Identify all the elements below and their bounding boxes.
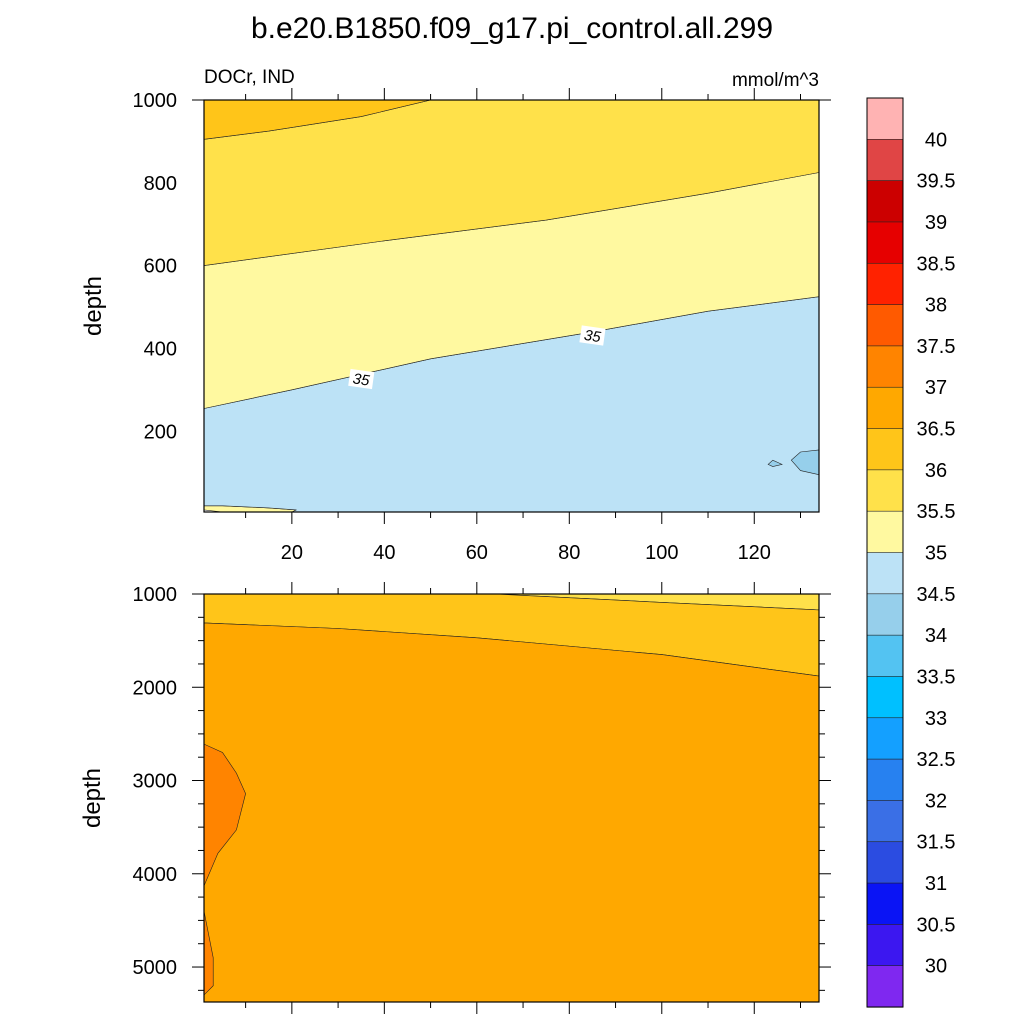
upper-y-tick-label-1: 400 [144,338,177,360]
colorbar-swatch-14 [866,676,904,719]
upper-y-tick-label-3: 800 [144,173,177,195]
upper-x-tick-label-1: 40 [373,542,395,564]
lower-y-tick-label-3: 4000 [133,864,178,886]
svg-text:35: 35 [352,370,372,389]
upper-contour-region-2 [790,449,819,476]
lower-y-axis-label: depth [79,768,106,828]
upper-x-tick-label-0: 20 [281,542,303,564]
colorbar-swatch-4 [866,262,904,306]
lower-y-tick-label-1: 2000 [133,677,178,699]
upper-contour-labels: 35 35 [348,325,606,390]
colorbar-swatch-0 [866,97,904,140]
colorbar-label-4: 38 [925,295,947,317]
lower-contour-region-4 [204,911,214,996]
lower-plot-frame [203,593,820,1003]
chart-title: b.e20.B1850.f09_g17.pi_control.all.299 [251,12,773,45]
upper-contour-label-0: 35 [348,368,375,390]
colorbar-label-16: 32 [925,790,947,812]
colorbar-swatch-16 [866,758,904,802]
colorbar-swatch-13 [866,634,904,678]
colorbar-label-19: 30.5 [917,914,956,936]
colorbar-swatch-17 [866,800,904,843]
colorbar-swatch-9 [866,469,904,512]
upper-y-tick-label-4: 1000 [133,90,178,112]
lower-y-tick-label-4: 5000 [133,957,178,979]
colorbar-swatch-18 [866,841,904,884]
colorbar-label-0: 40 [925,129,947,151]
colorbar-swatch-11 [866,552,904,595]
upper-x-tick-label-5: 120 [738,542,771,564]
upper-x-tick-label-2: 60 [466,542,488,564]
lower-contour-region-3 [204,743,246,887]
colorbar-swatch-8 [866,428,904,471]
upper-contour-label-1: 35 [579,325,606,346]
upper-x-tick-label-3: 80 [558,542,580,564]
colorbar-swatch-7 [866,386,904,430]
colorbar-swatch-21 [866,965,904,1008]
colorbar-swatch-2 [866,180,904,223]
chart-subtitle-left: DOCr, IND [204,67,295,88]
colorbar-swatch-15 [866,717,904,760]
upper-y-tick-label-0: 200 [144,421,177,443]
upper-contour-regions [204,100,819,512]
colorbar-swatch-19 [866,882,904,925]
colorbar-label-5: 37.5 [917,336,956,358]
colorbar-label-1: 39.5 [917,171,956,193]
colorbar-label-3: 38.5 [917,253,956,275]
colorbar-label-7: 36.5 [917,419,956,441]
colorbar-swatch-5 [866,304,904,347]
upper-y-axis-label: depth [80,276,107,336]
lower-axis-ticks: 1000 2000 3000 4000 5000 [133,582,831,1014]
colorbar-label-14: 33 [925,708,947,730]
upper-plot-frame [203,99,820,513]
colorbar-label-9: 35.5 [917,501,956,523]
colorbar-label-10: 35 [925,543,947,565]
upper-y-tick-label-2: 600 [144,256,177,278]
colorbar-label-15: 32.5 [917,749,956,771]
upper-x-tick-label-4: 100 [645,542,678,564]
colorbar-label-20: 30 [925,956,947,978]
upper-axis-ticks: 20 40 60 80 100 120 200 400 600 800 1000 [133,88,831,564]
lower-contour-regions [204,594,819,1002]
lower-y-tick-label-0: 1000 [133,584,178,606]
colorbar-swatch-12 [866,593,904,636]
lower-y-tick-label-2: 3000 [133,771,178,793]
upper-panel: 35 35 20 40 60 80 100 120 200 400 600 800 1000 dept… [80,88,831,564]
colorbar-label-17: 31.5 [917,832,956,854]
svg-text:35: 35 [583,327,603,346]
colorbar-swatch-3 [866,221,904,264]
colorbar-swatch-10 [866,510,904,554]
colorbar-label-18: 31 [925,873,947,895]
lower-contour-region-2 [204,622,819,1002]
colorbar-swatch-20 [866,924,904,967]
colorbar-label-6: 37 [925,377,947,399]
colorbar: 40 39.5 39 38.5 38 37.5 37 36.5 36 35.5 35 34.5 34 33… [866,97,956,1008]
colorbar-label-2: 39 [925,212,947,234]
lower-panel: 1000 2000 3000 4000 5000 depth [79,582,831,1014]
colorbar-label-8: 36 [925,460,947,482]
upper-contour-region-3 [767,459,783,467]
colorbar-label-12: 34 [925,625,947,647]
upper-contour-region-6 [204,100,431,140]
colorbar-label-13: 33.5 [917,667,956,689]
colorbar-label-11: 34.5 [917,584,956,606]
chart-subtitle-right: mmol/m^3 [732,70,819,91]
colorbar-swatch-6 [866,345,904,388]
colorbar-swatch-1 [866,139,904,182]
